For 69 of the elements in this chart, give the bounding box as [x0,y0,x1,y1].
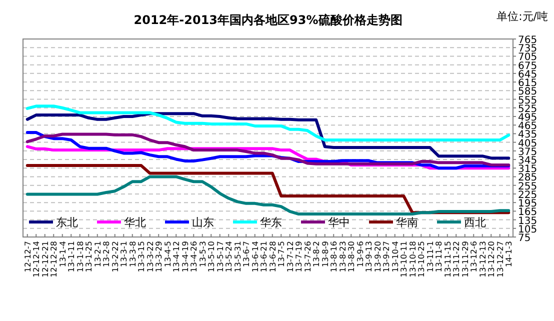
x-tick-label: 12-12-21 [40,241,50,278]
x-tick-label: 13-4-26 [190,241,199,272]
x-tick-label: 13-2-22 [110,241,120,272]
x-tick-label: 13-2-8 [102,241,112,268]
legend-label: 华东 [260,216,282,229]
x-tick-label: 13-1-4 [58,241,68,268]
legend-label: 华北 [124,216,146,229]
x-tick-label: 13-3-29 [154,241,164,272]
x-tick-label: 13-9-6 [356,241,365,268]
x-tick-label: 13-2-1 [93,241,102,268]
x-tick-label: 13-8-16 [330,241,339,272]
x-tick-label: 13-11-15 [443,241,452,278]
x-tick-label: 13-8-9 [320,241,330,268]
x-tick-label: 13-4-12 [172,241,182,272]
x-tick-label: 13-12-27 [496,241,505,278]
legend-label: 华中 [328,216,350,229]
line-series [26,104,510,142]
x-tick-label: 13-9-27 [382,241,392,272]
x-tick-label: 13-12-20 [487,241,496,278]
x-tick-label: 13-7-12 [286,241,295,272]
x-tick-label: 13-12-6 [470,241,479,272]
x-tick-label: 13-7-19 [294,241,304,272]
legend-label: 西北 [464,216,486,229]
legend-label: 东北 [56,216,78,229]
x-tick-label: 13-6-21 [260,241,269,272]
x-tick-label: 13-3-8 [128,241,138,268]
legend-label: 山东 [192,216,214,229]
x-tick-label: 12-12-14 [32,241,42,278]
x-tick-label: 13-11-22 [452,241,462,278]
x-tick-label: 13-10-11 [400,241,409,278]
legend-label: 华南 [396,216,418,229]
x-tick-label: 13-8-23 [338,241,348,272]
x-tick-label: 13-3-15 [137,241,146,272]
x-tick-label: 13-6-7 [242,241,252,268]
x-tick-label: 13-12-13 [478,241,488,278]
text: 单位:元/吨 [496,10,548,23]
x-tick-label: 13-10-18 [408,241,418,278]
x-tick-label: 13-6-14 [250,241,260,272]
x-tick-label: 13-5-10 [207,241,216,272]
x-tick-label: 12-12-7 [23,241,32,272]
x-tick-label: 13-11-1 [426,241,435,272]
line-series [26,112,510,160]
line-series [26,175,510,216]
x-tick-label: 14-1-3 [504,241,514,268]
x-tick-label: 13-9-20 [373,241,382,272]
x-tick-label: 13-4-5 [163,241,172,268]
x-tick-label: 13-6-28 [268,241,278,272]
y-tick-label: 75 [518,233,531,244]
x-tick-label: 13-8-30 [347,241,356,272]
x-tick-label: 13-5-3 [198,241,208,268]
x-tick-label: 13-10-4 [390,241,400,272]
x-tick-label: 13-9-13 [364,241,374,272]
x-tick-label: 13-7-5 [277,241,286,268]
x-tick-label: 13-11-29 [460,241,470,278]
x-tick-label: 13-8-2 [312,241,322,268]
x-tick-label: 13-4-19 [180,241,190,272]
x-tick-label: 13-10-25 [417,241,426,278]
x-tick-label: 13-3-1 [120,241,129,268]
x-tick-label: 13-1-25 [84,241,94,272]
x-tick-label: 13-7-26 [303,241,312,272]
x-tick-label: 13-5-24 [224,241,234,272]
x-tick-label: 12-12-28 [50,241,59,278]
chart-title: 2012年-2013年国内各地区93%硫酸价格走势图 [134,13,402,27]
x-tick-label: 13-11-8 [434,241,444,272]
x-tick-label: 13-1-18 [76,241,85,272]
x-tick-label: 13-3-22 [146,241,155,272]
x-tick-label: 13-5-31 [233,241,242,272]
x-tick-label: 13-1-11 [67,241,76,272]
x-tick-label: 13-5-17 [216,241,225,272]
